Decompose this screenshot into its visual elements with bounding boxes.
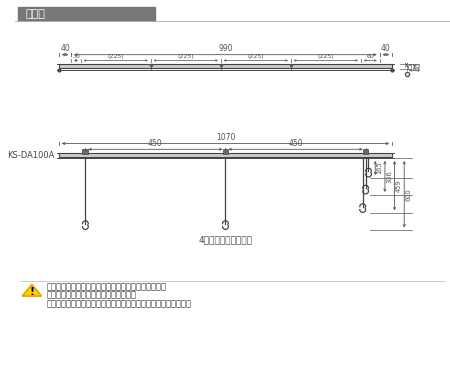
Text: 下地は室内物干の制限荷重に十分耐えられるようにして下さい。: 下地は室内物干の制限荷重に十分耐えられるようにして下さい。	[46, 299, 191, 308]
Text: 本製品は屋外では使用しないで下さい。: 本製品は屋外では使用しないで下さい。	[46, 291, 136, 299]
Text: 1070: 1070	[216, 133, 235, 142]
Text: 4段階に高さ変更可能: 4段階に高さ変更可能	[198, 235, 252, 244]
Text: 40: 40	[381, 44, 391, 53]
Text: 990: 990	[218, 44, 233, 53]
Text: (225): (225)	[108, 54, 124, 59]
Text: 165: 165	[377, 162, 382, 174]
Text: 60: 60	[366, 54, 374, 59]
Text: (225): (225)	[177, 54, 194, 59]
Text: 306: 306	[387, 170, 392, 183]
Text: 40: 40	[416, 62, 422, 71]
Bar	[59, 153, 392, 157]
Text: 450: 450	[148, 139, 163, 148]
Bar	[82, 149, 88, 154]
Text: 30: 30	[72, 54, 80, 59]
Text: 40: 40	[60, 44, 70, 53]
Text: !: !	[29, 287, 35, 297]
Text: 459: 459	[396, 179, 402, 192]
Bar	[223, 149, 229, 154]
Text: 危険ですのでボールや篹にぶら下がらないで下さい。: 危険ですのでボールや篹にぶら下がらないで下さい。	[46, 282, 166, 291]
Text: 詳細図: 詳細図	[25, 9, 45, 19]
Bar	[59, 64, 392, 68]
Text: (225): (225)	[248, 54, 264, 59]
Bar	[18, 7, 155, 20]
Text: 25: 25	[408, 62, 414, 71]
Polygon shape	[22, 285, 41, 296]
Text: 450: 450	[288, 139, 303, 148]
Text: KS-DA100A: KS-DA100A	[7, 151, 54, 160]
Text: 600: 600	[405, 188, 412, 201]
Bar	[363, 149, 369, 154]
Text: (225): (225)	[318, 54, 334, 59]
